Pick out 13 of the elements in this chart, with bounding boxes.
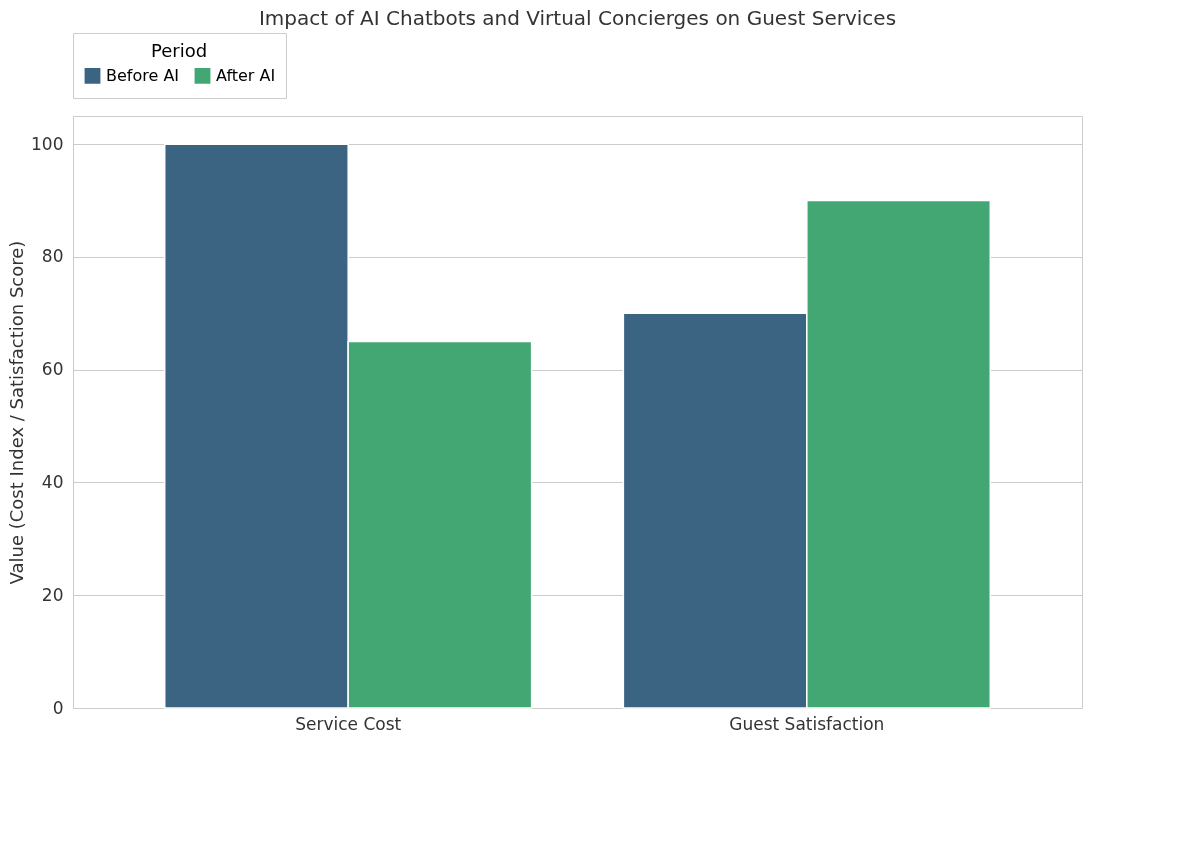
y-tick-label: 100 (31, 133, 64, 154)
y-tick-label: 60 (41, 359, 64, 380)
y-tick-label: 0 (52, 697, 64, 718)
legend-title: Period (150, 40, 208, 61)
chart-title: Impact of AI Chatbots and Virtual Concierges on Guest Services (258, 5, 897, 30)
y-tick-label: 40 (41, 471, 64, 492)
y-tick-label: 20 (41, 584, 64, 605)
x-tick-label: Guest Satisfaction (729, 713, 885, 734)
y-tick-label: 80 (41, 246, 64, 267)
legend-label: After AI (216, 65, 276, 85)
x-tick-label: Service Cost (295, 713, 402, 734)
y-axis-title: Value (Cost Index / Satisfaction Score) (6, 240, 28, 585)
legend-label: Before AI (106, 65, 180, 85)
